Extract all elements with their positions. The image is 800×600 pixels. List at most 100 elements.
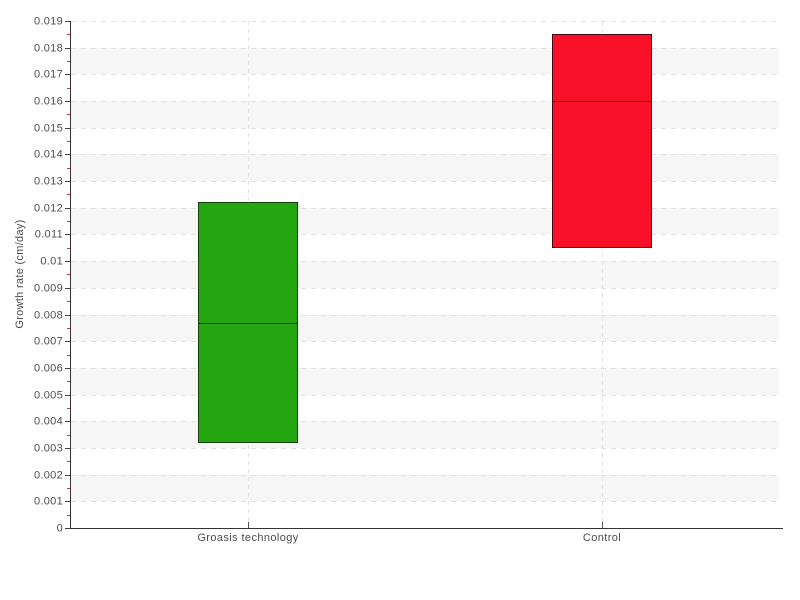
y-tick-label: 0.011 [34,228,63,241]
plot-band [71,47,779,75]
y-gridline [71,261,779,262]
plot-band [71,74,779,102]
y-major-tick [65,315,70,316]
plot-band [71,341,779,368]
plot-band [71,394,779,422]
y-gridline [71,128,779,129]
plot-band [71,154,779,182]
y-tick-label: 0.019 [33,15,63,28]
y-minor-tick [67,221,70,222]
y-major-tick [65,395,70,396]
y-minor-tick [67,168,70,169]
plot-band [71,421,779,448]
plot-band [71,501,779,528]
y-gridline [71,48,779,49]
plot-band [71,21,779,48]
y-gridline [71,208,779,209]
y-major-tick [65,368,70,369]
y-tick-label: 0.008 [33,309,63,322]
plot-band [71,367,779,395]
plot-band [71,261,779,288]
y-minor-tick [67,408,70,409]
y-gridline [71,341,779,342]
y-gridline [71,475,779,476]
plot-band [71,314,779,342]
y-gridline [71,421,779,422]
y-gridline [71,154,779,155]
plot-band [71,447,779,475]
y-major-tick [65,288,70,289]
y-tick-label: 0.013 [33,175,63,188]
y-tick-label: 0 [56,522,63,535]
plot-band [71,181,779,208]
y-gridline [71,21,779,22]
plot-band [71,474,779,502]
range-box-control[interactable] [552,34,652,248]
y-gridline [71,448,779,449]
y-tick-label: 0.014 [33,148,63,161]
y-tick-label: 0.003 [33,442,63,455]
y-minor-tick [67,301,70,302]
y-tick-label: 0.017 [33,68,63,81]
y-minor-tick [67,141,70,142]
y-minor-tick [67,114,70,115]
range-box-groasis-technology[interactable] [198,202,298,443]
y-tick-label: 0.012 [33,202,63,215]
y-minor-tick [67,488,70,489]
y-gridline [71,181,779,182]
y-major-tick [65,154,70,155]
y-minor-tick [67,461,70,462]
y-tick-label: 0.018 [33,42,63,55]
y-major-tick [65,181,70,182]
y-tick-label: 0.009 [33,282,63,295]
y-minor-tick [67,274,70,275]
plot-band [71,287,779,315]
y-major-tick [65,101,70,102]
plot-band [71,207,779,235]
x-gridline [602,21,603,528]
x-axis-line [70,528,783,529]
y-gridline [71,501,779,502]
y-tick-label: 0.004 [33,415,63,428]
y-gridline [71,395,779,396]
plot-band [71,127,779,155]
x-category-label: Control [582,532,622,544]
y-minor-tick [67,88,70,89]
y-major-tick [65,21,70,22]
plot-band [71,234,779,262]
y-gridline [71,315,779,316]
y-gridline [71,101,779,102]
y-tick-label: 0.01 [40,255,63,268]
y-minor-tick [67,355,70,356]
y-tick-label: 0.016 [33,95,63,108]
y-tick-label: 0.001 [33,495,63,508]
y-major-tick [65,528,70,529]
y-gridline [71,288,779,289]
y-major-tick [65,48,70,49]
y-tick-label: 0.006 [33,362,63,375]
y-minor-tick [67,328,70,329]
x-tick [248,522,249,528]
y-major-tick [65,421,70,422]
y-tick-label: 0.007 [33,335,63,348]
y-minor-tick [67,435,70,436]
y-minor-tick [67,194,70,195]
y-gridline [71,74,779,75]
plot-band [71,101,779,128]
y-tick-label: 0.002 [33,469,63,482]
y-major-tick [65,501,70,502]
median-line-control [553,101,651,102]
y-major-tick [65,208,70,209]
x-category-label: Groasis technology [197,532,299,544]
y-minor-tick [67,34,70,35]
y-tick-label: 0.015 [33,122,63,135]
y-tick-label: 0.005 [33,389,63,402]
y-minor-tick [67,248,70,249]
y-major-tick [65,448,70,449]
y-axis-line [70,21,71,529]
y-major-tick [65,234,70,235]
y-major-tick [65,475,70,476]
y-minor-tick [67,61,70,62]
y-major-tick [65,128,70,129]
